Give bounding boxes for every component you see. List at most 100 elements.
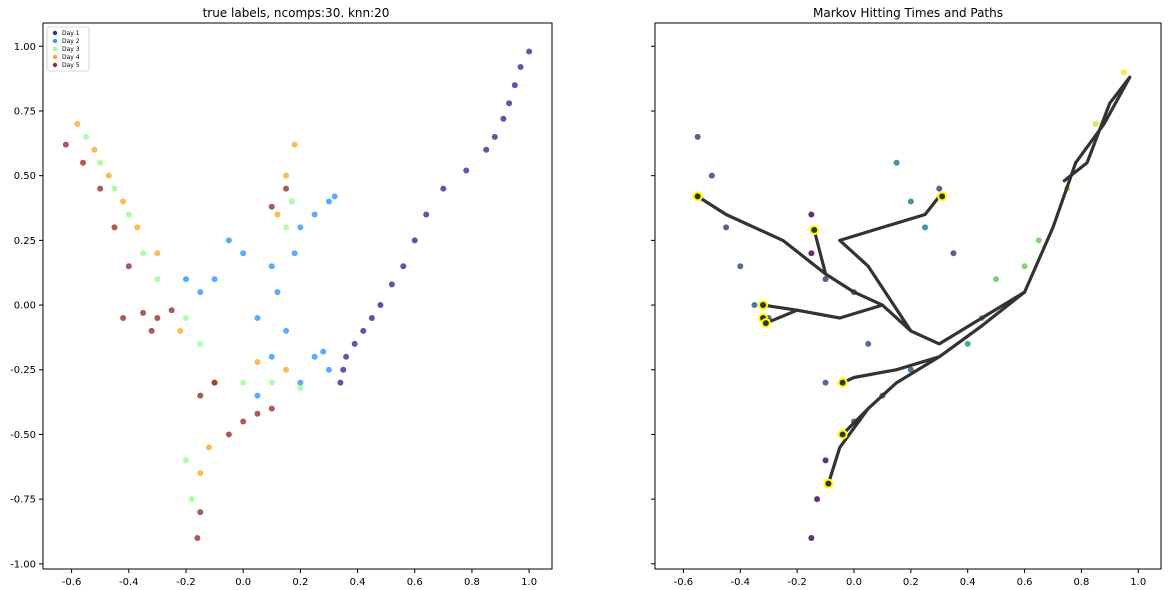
- data-point: [254, 358, 261, 365]
- data-point: [105, 172, 112, 179]
- terminal-cell: [937, 191, 948, 202]
- x-tick-label: 1.0: [521, 577, 537, 588]
- data-point: [283, 366, 290, 373]
- legend-marker: [52, 30, 58, 36]
- markov-path: [812, 228, 828, 276]
- left-x-ticks: -0.6 -0.4 -0.2 0.0 0.2 0.4 0.6 0.8 1.0: [62, 569, 537, 588]
- x-tick-label: 0.6: [407, 577, 423, 588]
- right-y-ticks: [651, 45, 655, 565]
- y-tick-label: 0.75: [14, 106, 36, 117]
- data-point: [340, 366, 347, 373]
- legend-marker: [52, 46, 58, 52]
- data-point: [388, 281, 395, 288]
- data-point: [500, 115, 507, 122]
- data-point: [91, 146, 98, 153]
- data-point: [274, 211, 281, 218]
- data-point: [154, 250, 161, 257]
- data-point: [320, 348, 327, 355]
- data-point: [1092, 120, 1099, 127]
- y-tick-label: -0.50: [10, 430, 36, 441]
- data-point: [360, 327, 367, 334]
- data-point: [822, 379, 829, 386]
- data-point: [197, 392, 204, 399]
- data-point: [922, 224, 929, 231]
- data-point: [283, 172, 290, 179]
- x-tick-label: 0.4: [960, 577, 976, 588]
- data-point: [82, 133, 89, 140]
- x-tick-label: 0.0: [235, 577, 251, 588]
- legend-label: Day 2: [62, 38, 80, 45]
- data-point: [188, 496, 195, 503]
- data-point: [1121, 69, 1128, 76]
- markov-path: [761, 303, 885, 320]
- left-scatter-panel: true labels, ncomps:30. knn:20 -0.6 -0.4-…: [10, 6, 553, 588]
- terminal-cell: [837, 377, 848, 388]
- data-point: [125, 211, 132, 218]
- legend-label: Day 1: [62, 30, 80, 37]
- x-tick-label: -0.2: [176, 577, 196, 588]
- data-point: [331, 193, 338, 200]
- y-tick-label: 1.00: [14, 42, 36, 53]
- x-tick-label: 0.8: [1073, 577, 1089, 588]
- legend-marker: [52, 38, 58, 44]
- data-point: [197, 289, 204, 296]
- data-point: [907, 198, 914, 205]
- terminal-cell: [809, 225, 820, 236]
- left-chart-title: true labels, ncomps:30. knn:20: [203, 6, 390, 20]
- data-point: [268, 203, 275, 210]
- data-point: [907, 366, 914, 373]
- terminal-cell: [692, 191, 703, 202]
- data-point: [694, 133, 701, 140]
- terminal-cell: [837, 429, 848, 440]
- data-point: [268, 379, 275, 386]
- data-point: [205, 444, 212, 451]
- legend-box: [46, 26, 90, 72]
- legend-label: Day 3: [62, 46, 80, 53]
- markov-paths: [695, 75, 1132, 486]
- data-point: [808, 211, 815, 218]
- x-tick-label: -0.4: [731, 577, 751, 588]
- data-point: [197, 340, 204, 347]
- markov-path: [840, 75, 1132, 436]
- data-point: [182, 314, 189, 321]
- x-tick-label: -0.2: [787, 577, 807, 588]
- data-point: [225, 237, 232, 244]
- data-point: [154, 276, 161, 283]
- data-point: [708, 172, 715, 179]
- x-tick-label: 0.2: [292, 577, 308, 588]
- legend-marker: [52, 54, 58, 60]
- data-point: [225, 431, 232, 438]
- markov-path: [764, 308, 799, 325]
- data-point: [351, 340, 358, 347]
- data-point: [325, 198, 332, 205]
- y-tick-label: -1.00: [10, 559, 36, 570]
- data-point: [240, 379, 247, 386]
- data-point: [423, 211, 430, 218]
- terminal-cell: [758, 300, 769, 311]
- data-point: [168, 307, 175, 314]
- y-tick-label: -0.25: [10, 365, 36, 376]
- data-point: [111, 185, 118, 192]
- data-point: [283, 327, 290, 334]
- left-y-ticks: -1.00 -0.75 -0.50 -0.25 0.00 0.25 0.50 0.75 1.00: [10, 42, 43, 570]
- data-point: [120, 314, 127, 321]
- markov-path: [840, 355, 941, 385]
- data-point: [311, 353, 318, 360]
- data-point: [368, 314, 375, 321]
- y-tick-label: 0.50: [14, 171, 36, 182]
- data-point: [182, 457, 189, 464]
- data-point: [140, 250, 147, 257]
- right-x-ticks: -0.6 -0.4 -0.2 0.0 0.2 0.4 0.6 0.8 1.0: [674, 569, 1146, 588]
- x-tick-label: -0.4: [119, 577, 139, 588]
- y-tick-label: -0.75: [10, 495, 36, 506]
- data-point: [1021, 263, 1028, 270]
- y-tick-label: 0.00: [14, 301, 36, 312]
- data-point: [268, 405, 275, 412]
- data-point: [751, 302, 758, 309]
- data-point: [411, 237, 418, 244]
- data-point: [211, 276, 218, 283]
- data-point: [993, 276, 1000, 283]
- data-point: [814, 496, 821, 503]
- data-point: [311, 211, 318, 218]
